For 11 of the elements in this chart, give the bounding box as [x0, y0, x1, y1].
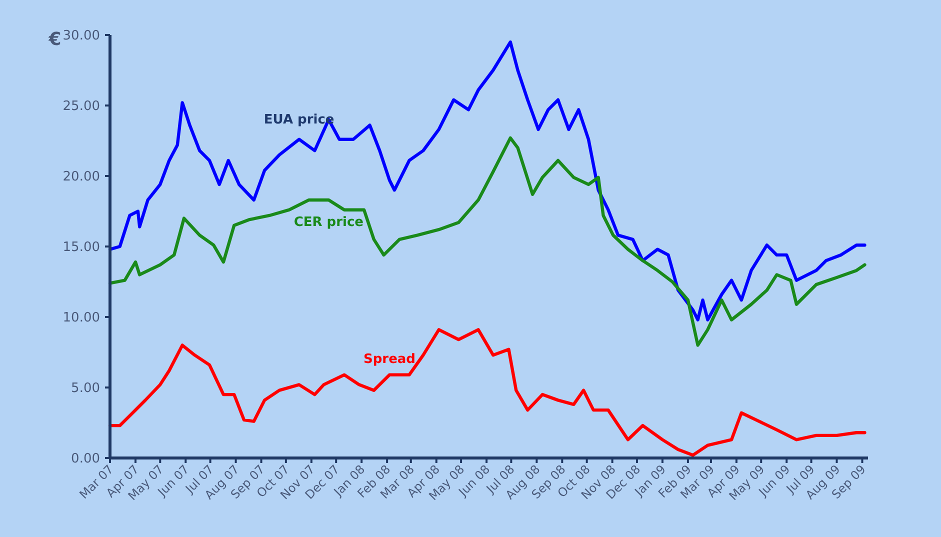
y-tick-label: 25.00	[62, 99, 100, 114]
y-tick-label: 5.00	[71, 381, 100, 396]
series-label: Spread	[364, 352, 416, 367]
y-tick-label: 0.00	[71, 452, 100, 467]
y-tick-label: 20.00	[62, 170, 100, 185]
y-tick-label: 15.00	[62, 240, 100, 256]
series-label: CER price	[294, 214, 364, 230]
y-tick-label: 30.00	[62, 28, 100, 44]
series-label: EUA price	[264, 112, 334, 128]
y-tick-label: 10.00	[62, 310, 100, 326]
y-axis-title: €	[48, 29, 62, 50]
